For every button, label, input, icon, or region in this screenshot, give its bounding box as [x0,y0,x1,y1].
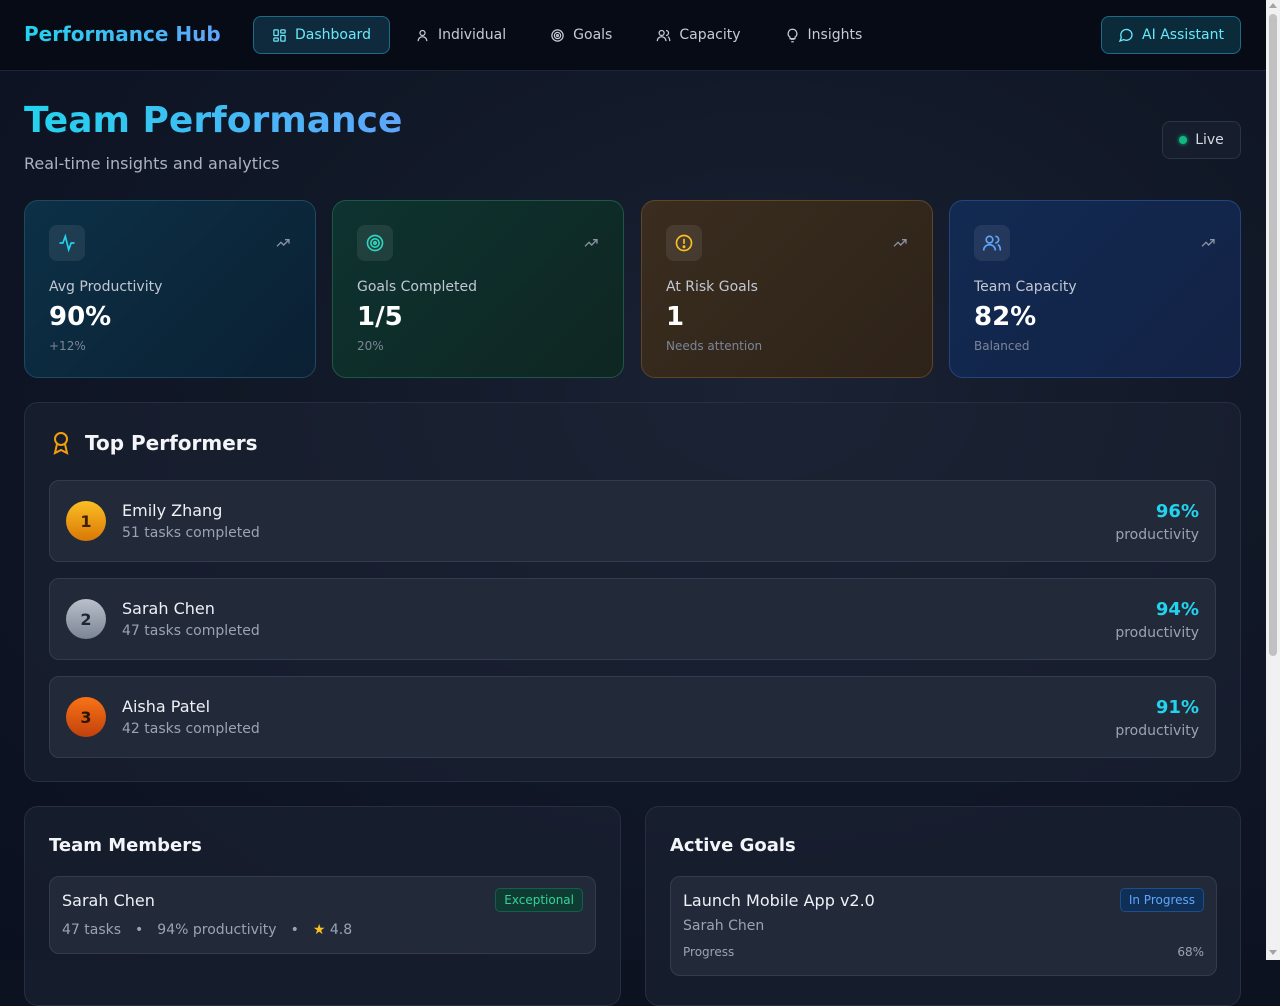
performer-productivity: 91% [1155,697,1199,718]
live-indicator: Live [1162,121,1241,159]
message-circle-icon [1118,28,1133,43]
stat-sub: Needs attention [666,339,763,353]
nav-insights-label: Insights [807,27,863,43]
nav-insights[interactable]: Insights [766,16,882,54]
alert-circle-icon [666,225,702,261]
target-icon [551,28,564,42]
performer-tasks: 42 tasks completed [122,721,260,737]
status-badge: In Progress [1119,888,1204,912]
nav-dashboard[interactable]: Dashboard [253,16,390,54]
goal-card[interactable]: Launch Mobile App v2.0 In Progress Sarah… [670,876,1217,976]
rank-badge: 3 [66,697,106,737]
page-subtitle: Real-time insights and analytics [24,154,280,173]
scroll-thumb[interactable] [1269,14,1277,656]
performer-tasks: 47 tasks completed [122,623,260,639]
goal-progress-value: 68% [1177,945,1204,959]
nav-goals[interactable]: Goals [531,16,631,54]
scroll-up-arrow-icon[interactable] [1269,3,1277,8]
team-members-title: Team Members [49,835,202,856]
trending-up-icon [276,239,290,247]
team-members-panel: Team Members Sarah Chen Exceptional 47 t… [24,806,621,1006]
target-icon [357,225,393,261]
stat-label: At Risk Goals [666,279,758,295]
users-icon [974,225,1010,261]
scroll-down-arrow-icon[interactable] [1269,950,1277,955]
stat-sub: 20% [357,339,384,353]
user-icon [417,29,428,41]
brand-logo[interactable]: Performance Hub [24,22,221,46]
page-title: Team Performance [24,100,403,141]
performer-productivity-label: productivity [1115,625,1199,641]
stat-value: 82% [974,302,1037,332]
performer-row[interactable]: 3 Aisha Patel 42 tasks completed 91% pro… [49,676,1216,758]
lightbulb-icon [787,28,797,42]
nav-individual[interactable]: Individual [396,16,525,54]
stat-card-at-risk-goals: At Risk Goals 1 Needs attention [641,200,933,378]
separator-dot: • [290,922,299,938]
performer-productivity: 96% [1155,501,1199,522]
nav-goals-label: Goals [573,27,613,43]
stat-label: Goals Completed [357,279,477,295]
member-rating: ★ 4.8 [313,922,352,938]
stat-label: Avg Productivity [49,279,163,295]
active-goals-panel: Active Goals Launch Mobile App v2.0 In P… [645,806,1241,1006]
main-nav: Dashboard Individual Goals Capacity Insi… [253,16,881,54]
performer-productivity: 94% [1155,599,1199,620]
member-meta: 47 tasks • 94% productivity • ★ 4.8 [62,922,352,938]
stat-sub: Balanced [974,339,1030,353]
member-tasks: 47 tasks [62,922,122,938]
member-name: Sarah Chen [62,891,155,910]
nav-dashboard-label: Dashboard [295,27,371,43]
goal-name: Launch Mobile App v2.0 [683,891,875,910]
performer-name: Emily Zhang [122,501,223,520]
activity-icon [49,225,85,261]
live-dot-icon [1179,136,1188,144]
vertical-scrollbar[interactable] [1266,0,1280,960]
active-goals-title: Active Goals [670,835,796,856]
performer-name: Aisha Patel [122,697,211,716]
stat-value: 90% [49,302,112,332]
stat-card-team-capacity: Team Capacity 82% Balanced [949,200,1241,378]
performer-productivity-label: productivity [1115,527,1199,543]
grid-icon [273,28,286,42]
performer-name: Sarah Chen [122,599,215,618]
goal-owner: Sarah Chen [683,918,765,934]
status-badge: Exceptional [495,888,583,912]
stat-value: 1/5 [357,302,403,332]
performer-productivity-label: productivity [1115,723,1199,739]
stat-label: Team Capacity [974,279,1077,295]
goal-progress-label: Progress [683,945,735,959]
trending-up-icon [893,239,907,247]
trending-up-icon [1201,239,1215,247]
stat-value: 1 [666,302,685,332]
ai-assistant-label: AI Assistant [1142,27,1224,43]
top-navigation-bar: Performance Hub Dashboard Individual Goa… [0,0,1266,71]
rank-badge: 2 [66,599,106,639]
member-card[interactable]: Sarah Chen Exceptional 47 tasks • 94% pr… [49,876,596,954]
stat-card-goals-completed: Goals Completed 1/5 20% [332,200,624,378]
stat-card-avg-productivity: Avg Productivity 90% +12% [24,200,316,378]
nav-capacity-label: Capacity [679,27,741,43]
stat-sub: +12% [49,339,86,353]
performer-row[interactable]: 1 Emily Zhang 51 tasks completed 96% pro… [49,480,1216,562]
top-performers-panel: Top Performers 1 Emily Zhang 51 tasks co… [24,402,1241,782]
top-performers-title: Top Performers [85,431,258,455]
live-label: Live [1195,132,1224,148]
nav-individual-label: Individual [437,27,507,43]
nav-capacity[interactable]: Capacity [637,16,759,54]
performer-row[interactable]: 2 Sarah Chen 47 tasks completed 94% prod… [49,578,1216,660]
star-icon: ★ [312,922,326,938]
award-icon [53,432,69,455]
trending-up-icon [584,239,598,247]
separator-dot: • [135,922,144,938]
ai-assistant-button[interactable]: AI Assistant [1101,16,1241,54]
rank-badge: 1 [66,501,106,541]
member-rating-value: 4.8 [329,922,353,938]
performer-tasks: 51 tasks completed [122,525,260,541]
users-icon [656,29,671,41]
member-productivity: 94% productivity [157,922,277,938]
